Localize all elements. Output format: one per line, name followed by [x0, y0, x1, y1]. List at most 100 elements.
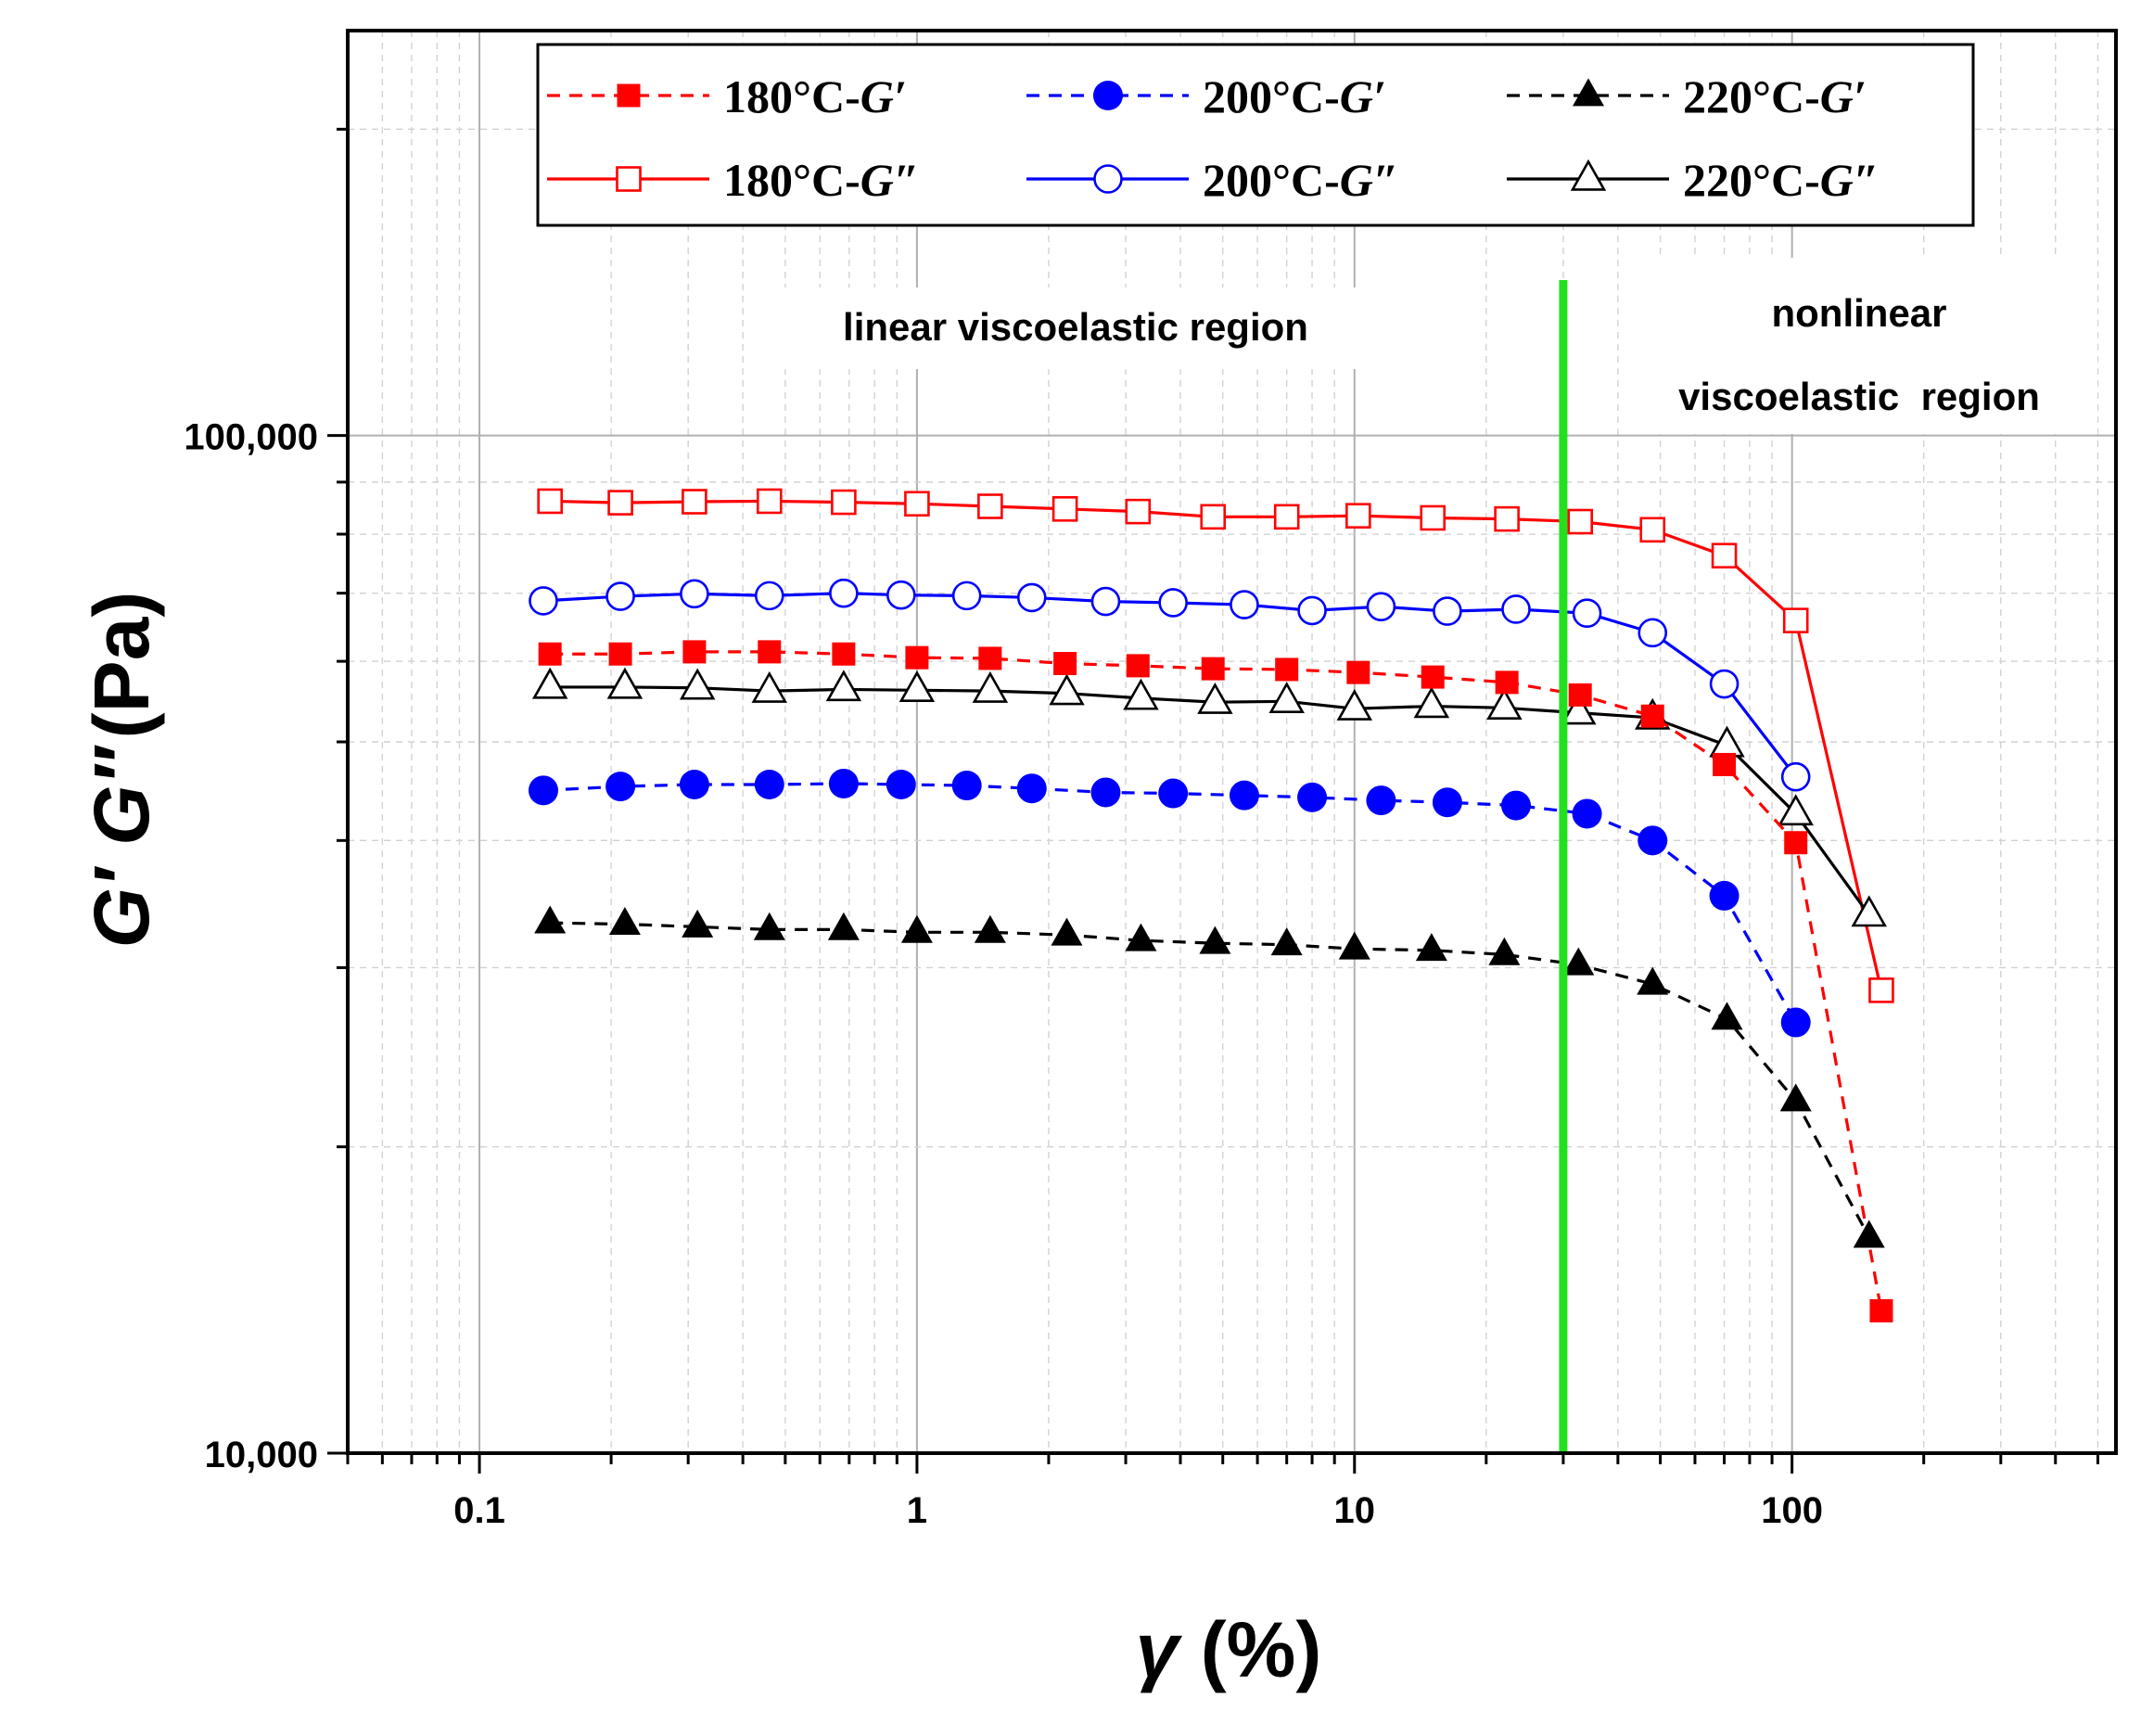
- data-point: [1568, 683, 1592, 707]
- data-point: [1415, 933, 1447, 962]
- data-point: [679, 668, 716, 700]
- legend-marker: [1093, 164, 1123, 194]
- x-axis-unit: (%): [1179, 1606, 1321, 1693]
- legend-label-base: 220°C-: [1683, 154, 1820, 206]
- data-point: [1784, 831, 1808, 855]
- linear-region-label: linear viscoelastic region: [843, 305, 1308, 349]
- data-point: [1780, 761, 1811, 792]
- legend-entry: 200°C-G′: [1026, 70, 1386, 122]
- series-5: [529, 578, 1811, 792]
- linear-region-label-bg: [777, 287, 1380, 369]
- legend-entry: 220°C-G″: [1507, 154, 1880, 206]
- legend-label-var: G″: [1820, 154, 1880, 206]
- data-point: [1780, 1007, 1811, 1038]
- data-point: [754, 769, 784, 799]
- data-point: [1495, 670, 1519, 695]
- data-point: [1637, 966, 1669, 995]
- data-point: [1051, 917, 1083, 946]
- data-point: [682, 489, 707, 515]
- legend-entry: 180°C-G″: [547, 154, 920, 206]
- data-point: [974, 914, 1006, 943]
- data-point: [607, 490, 633, 516]
- data-point: [1711, 1002, 1743, 1030]
- data-point: [608, 642, 632, 666]
- data-point: [1869, 1299, 1893, 1323]
- data-point: [680, 579, 709, 609]
- nonlinear-region-label-line2: viscoelastic region: [1678, 375, 2040, 418]
- legend-label: 200°C-G″: [1203, 154, 1399, 206]
- data-point: [1125, 923, 1157, 951]
- data-point: [1413, 686, 1450, 719]
- data-point: [1711, 542, 1738, 569]
- data-point: [1090, 586, 1121, 617]
- data-point: [1420, 504, 1446, 531]
- data-point: [828, 768, 859, 798]
- y-axis-gdouble: G″: [78, 745, 165, 846]
- data-point: [1561, 693, 1597, 725]
- legend-marker: [1570, 159, 1607, 191]
- data-point: [1366, 785, 1396, 816]
- data-point: [1779, 1083, 1812, 1112]
- data-point: [606, 667, 644, 699]
- data-point: [1123, 678, 1159, 710]
- nonlinear-region-label-bg: [1625, 258, 2097, 434]
- data-point: [905, 645, 929, 670]
- data-point: [1486, 688, 1523, 721]
- data-point: [904, 491, 930, 517]
- series-2: [528, 768, 1811, 1038]
- y-axis-unit: (Pa): [78, 592, 165, 739]
- x-tick-label: 0.1: [453, 1490, 505, 1531]
- data-point: [1501, 790, 1532, 821]
- data-point: [605, 772, 636, 802]
- x-tick-label: 10: [1334, 1490, 1376, 1531]
- data-point: [608, 906, 641, 935]
- series-3: [534, 905, 1885, 1248]
- data-point: [1338, 931, 1370, 960]
- legend-entry: 180°C-G′: [547, 70, 907, 122]
- data-point: [534, 905, 567, 934]
- data-point: [1494, 505, 1520, 532]
- data-point: [1158, 778, 1189, 809]
- data-point: [886, 769, 916, 799]
- axes: 0.1 1 10 100 10,000 100,000: [184, 29, 2118, 1531]
- data-point: [754, 581, 784, 611]
- data-point: [1572, 798, 1602, 829]
- data-point: [1782, 607, 1809, 633]
- data-point: [1778, 794, 1814, 826]
- data-point: [1201, 657, 1225, 681]
- data-point: [1853, 1219, 1885, 1248]
- data-point: [972, 670, 1009, 703]
- data-point: [605, 581, 635, 611]
- data-point: [1297, 595, 1327, 626]
- data-point: [531, 667, 568, 699]
- legend-marker: [617, 83, 641, 108]
- data-point: [679, 769, 709, 799]
- data-point: [1275, 657, 1299, 682]
- legend-marker: [1093, 81, 1123, 110]
- y-axis-gprime: G′: [78, 865, 165, 948]
- nonlinear-region-label-line1: nonlinear: [1771, 291, 1946, 335]
- region-annotations: linear viscoelastic region nonlinear vis…: [777, 258, 2097, 434]
- series-4: [537, 488, 1894, 1003]
- data-point: [1433, 596, 1462, 626]
- data-series: [528, 488, 1894, 1323]
- data-point: [1125, 498, 1152, 525]
- data-point: [529, 586, 558, 616]
- legend-label-base: 180°C-: [723, 154, 860, 206]
- data-point: [951, 581, 982, 611]
- data-point: [1366, 592, 1396, 621]
- data-point: [1090, 777, 1121, 808]
- legend-label-var: G′: [1820, 70, 1867, 122]
- data-point: [1709, 880, 1740, 911]
- data-point: [528, 775, 558, 806]
- legend-label: 220°C-G″: [1683, 154, 1880, 206]
- legend-box: [536, 43, 1975, 227]
- data-point: [831, 489, 857, 516]
- data-point: [1640, 704, 1664, 728]
- legend-label-base: 200°C-: [1203, 70, 1340, 122]
- data-point: [538, 642, 562, 666]
- data-point: [682, 640, 707, 664]
- data-point: [898, 670, 936, 702]
- data-point: [1051, 496, 1078, 522]
